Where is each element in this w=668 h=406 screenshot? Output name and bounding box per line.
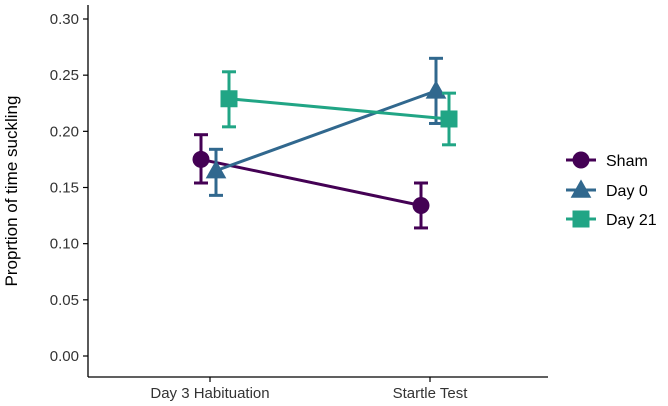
legend-marker (572, 210, 590, 228)
x-tick-label: Startle Test (393, 385, 469, 402)
legend-item-sham: Sham (566, 151, 648, 170)
series-line (200, 157, 422, 207)
y-tick-label: 0.05 (50, 292, 79, 309)
x-tick-label: Day 3 Habituation (150, 385, 269, 402)
legend-label: Day 0 (606, 183, 648, 200)
legend-label: Day 21 (606, 212, 657, 229)
series-day-0 (205, 56, 447, 197)
legend-item-day-0: Day 0 (566, 179, 648, 200)
y-ticks: 0.00 0.05 0.10 0.15 0.20 0.25 0.30 (50, 11, 88, 365)
y-axis-title: Proprtion of time suckling (2, 96, 21, 287)
data-point (425, 80, 447, 99)
data-point (220, 90, 238, 108)
legend-label: Sham (606, 153, 648, 170)
axes (87, 5, 548, 378)
series-day-21 (220, 70, 458, 147)
y-tick-label: 0.30 (50, 11, 79, 28)
data-point (205, 160, 227, 179)
y-tick-label: 0.00 (50, 348, 79, 365)
series-line (228, 97, 450, 121)
data-point (192, 150, 210, 168)
series-group (192, 56, 458, 230)
data-point (440, 110, 458, 128)
legend-item-day-21: Day 21 (566, 210, 657, 229)
series-sham (192, 133, 430, 230)
y-tick-label: 0.25 (50, 67, 79, 84)
legend-marker (572, 151, 590, 169)
series-line (215, 89, 437, 173)
data-point (412, 196, 430, 214)
y-tick-label: 0.15 (50, 180, 79, 197)
legend-marker (570, 179, 592, 198)
x-ticks: Day 3 Habituation Startle Test (150, 377, 468, 402)
y-tick-label: 0.10 (50, 236, 79, 253)
y-tick-label: 0.20 (50, 123, 79, 140)
legend: Sham Day 0 Day 21 (566, 151, 657, 229)
